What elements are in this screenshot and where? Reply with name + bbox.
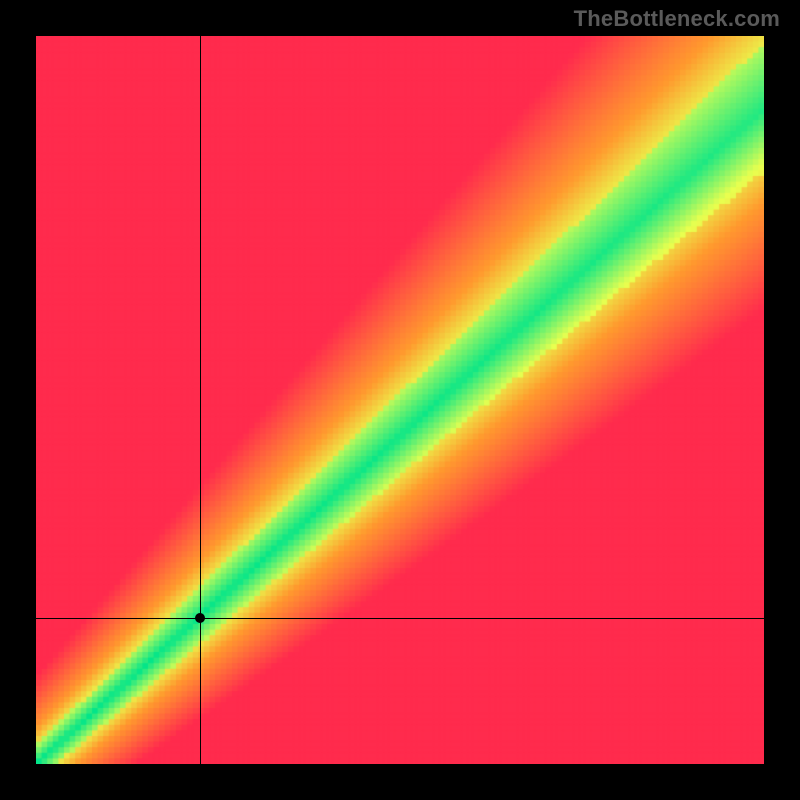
crosshair-vertical	[200, 36, 201, 764]
bottleneck-heatmap	[36, 36, 764, 764]
plot-frame-left	[0, 0, 36, 800]
watermark-text: TheBottleneck.com	[574, 6, 780, 32]
plot-frame-right	[764, 0, 800, 800]
plot-frame-bottom	[0, 764, 800, 800]
crosshair-marker	[195, 613, 205, 623]
crosshair-horizontal	[36, 618, 764, 619]
